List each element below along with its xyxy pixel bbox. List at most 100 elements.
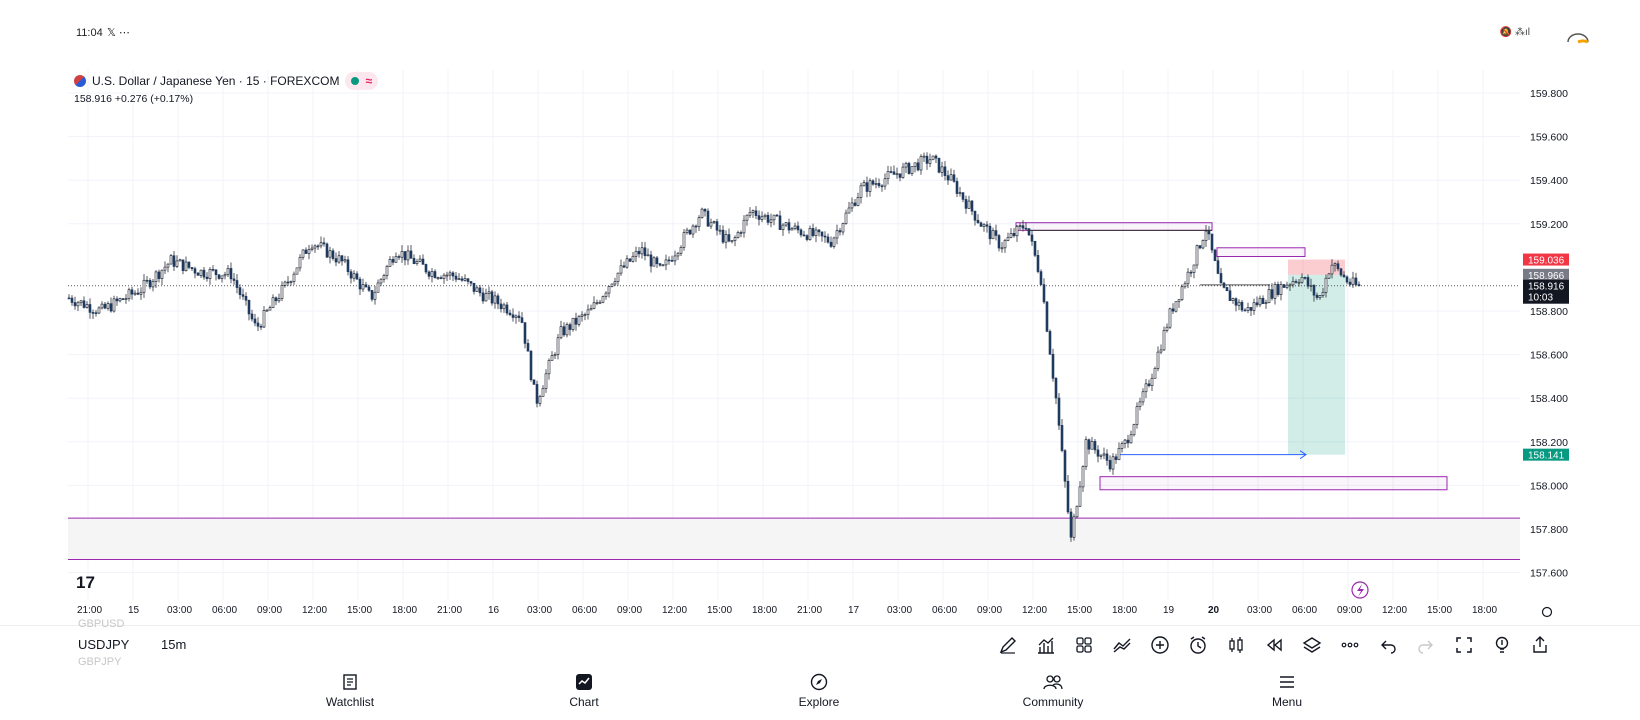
draw-button[interactable]: [996, 633, 1020, 657]
candle: [1228, 290, 1232, 301]
candle: [1258, 297, 1262, 306]
candle: [646, 254, 650, 257]
axis-settings-icon[interactable]: [1541, 606, 1553, 618]
share-button[interactable]: [1528, 633, 1552, 657]
time-tick-label: 03:00: [167, 605, 192, 616]
candle: [769, 219, 773, 223]
timeframe-selector[interactable]: 15m: [161, 637, 187, 652]
candle: [721, 229, 725, 243]
candle: [961, 192, 965, 200]
candle: [1261, 297, 1265, 304]
candle: [322, 242, 326, 245]
nav-explore[interactable]: Explore: [759, 671, 879, 709]
candle: [226, 268, 230, 275]
undo-button[interactable]: [1376, 633, 1400, 657]
drawn-rectangle[interactable]: [1015, 222, 1213, 231]
price-label-bg: [1523, 253, 1569, 266]
candle: [1240, 301, 1244, 311]
chart-type-button[interactable]: [1224, 633, 1248, 657]
templates-button[interactable]: [1072, 633, 1096, 657]
chart-legend: U.S. Dollar / Japanese Yen · 15 · FOREXC…: [74, 72, 379, 90]
prev-symbol[interactable]: GBPUSD: [78, 618, 125, 630]
candle: [1105, 453, 1109, 461]
candle: [553, 354, 557, 357]
candle: [289, 281, 293, 283]
time-tick-label: 18:00: [1472, 605, 1497, 616]
candlestick-chart[interactable]: 159.800 159.600 159.400 159.200 158.800 158.6…: [0, 60, 1640, 625]
candle: [907, 162, 911, 174]
candle: [1159, 349, 1163, 353]
candle: [973, 210, 977, 221]
watchlist-icon: [343, 674, 357, 690]
time-tick-label: 06:00: [1292, 605, 1317, 616]
candle: [700, 208, 704, 219]
compare-button[interactable]: [1110, 633, 1134, 657]
candle: [268, 307, 272, 311]
candle: [1264, 302, 1268, 304]
position-reward-zone[interactable]: [1288, 274, 1345, 455]
next-symbol[interactable]: GBPJPY: [78, 656, 122, 668]
more-button[interactable]: [1338, 633, 1362, 657]
price-label-bg: [1523, 448, 1569, 461]
replay-button[interactable]: [1262, 633, 1286, 657]
candle: [445, 274, 449, 277]
candle: [112, 298, 116, 312]
candle: [1222, 282, 1226, 288]
candle: [1219, 273, 1223, 284]
support-zone[interactable]: [68, 518, 1520, 560]
price-label: 158.141: [1528, 451, 1565, 462]
status-time: 11:04: [76, 27, 103, 39]
symbol-title[interactable]: U.S. Dollar / Japanese Yen · 15 · FOREXC…: [92, 74, 340, 88]
candle: [1009, 233, 1013, 238]
candle: [1015, 226, 1019, 237]
candle: [1234, 298, 1238, 306]
candle: [343, 259, 347, 262]
add-button[interactable]: [1148, 633, 1172, 657]
candle: [262, 310, 266, 328]
drawn-rectangle[interactable]: [1216, 247, 1306, 257]
nav-watchlist[interactable]: Watchlist: [290, 671, 410, 709]
candle: [706, 210, 710, 227]
candle: [223, 273, 227, 277]
alert-button[interactable]: [1186, 633, 1210, 657]
candle: [1183, 283, 1187, 288]
candle: [178, 259, 182, 262]
candle: [328, 250, 332, 258]
layers-button[interactable]: [1300, 633, 1324, 657]
candle: [679, 247, 683, 254]
symbol-selector[interactable]: USDJPY: [78, 637, 130, 652]
lightning-icon[interactable]: [1351, 581, 1369, 599]
nav-community[interactable]: Community: [993, 671, 1113, 709]
candle: [1327, 273, 1331, 279]
nav-menu[interactable]: Menu: [1227, 671, 1347, 709]
ideas-button[interactable]: [1490, 633, 1514, 657]
candle: [460, 278, 464, 281]
position-risk-zone[interactable]: [1288, 259, 1345, 275]
candle: [547, 360, 551, 375]
candle: [370, 290, 374, 300]
candle: [325, 243, 329, 258]
candle: [1051, 353, 1055, 379]
market-status-pill[interactable]: ≈: [345, 72, 379, 90]
drawn-rectangle[interactable]: [1099, 476, 1448, 491]
redo-icon: [1418, 640, 1433, 654]
candle: [994, 230, 998, 236]
candle: [274, 297, 278, 302]
candle: [826, 236, 830, 243]
candle: [286, 281, 290, 284]
indicators-button[interactable]: [1034, 633, 1058, 657]
nav-chart[interactable]: Chart: [524, 671, 644, 709]
price-tick-label: 159.200: [1530, 219, 1568, 231]
candle: [874, 183, 878, 185]
candle: [421, 258, 425, 265]
candle: [550, 355, 554, 361]
fullscreen-button[interactable]: [1452, 633, 1476, 657]
candle: [847, 207, 851, 214]
candle: [1024, 227, 1028, 230]
candle: [814, 229, 818, 236]
candle: [1093, 441, 1097, 451]
candle: [676, 252, 680, 257]
community-icon: [1043, 675, 1063, 690]
chart-area[interactable]: 159.800 159.600 159.400 159.200 158.800 158.6…: [0, 60, 1640, 625]
redo-button[interactable]: [1414, 633, 1438, 657]
